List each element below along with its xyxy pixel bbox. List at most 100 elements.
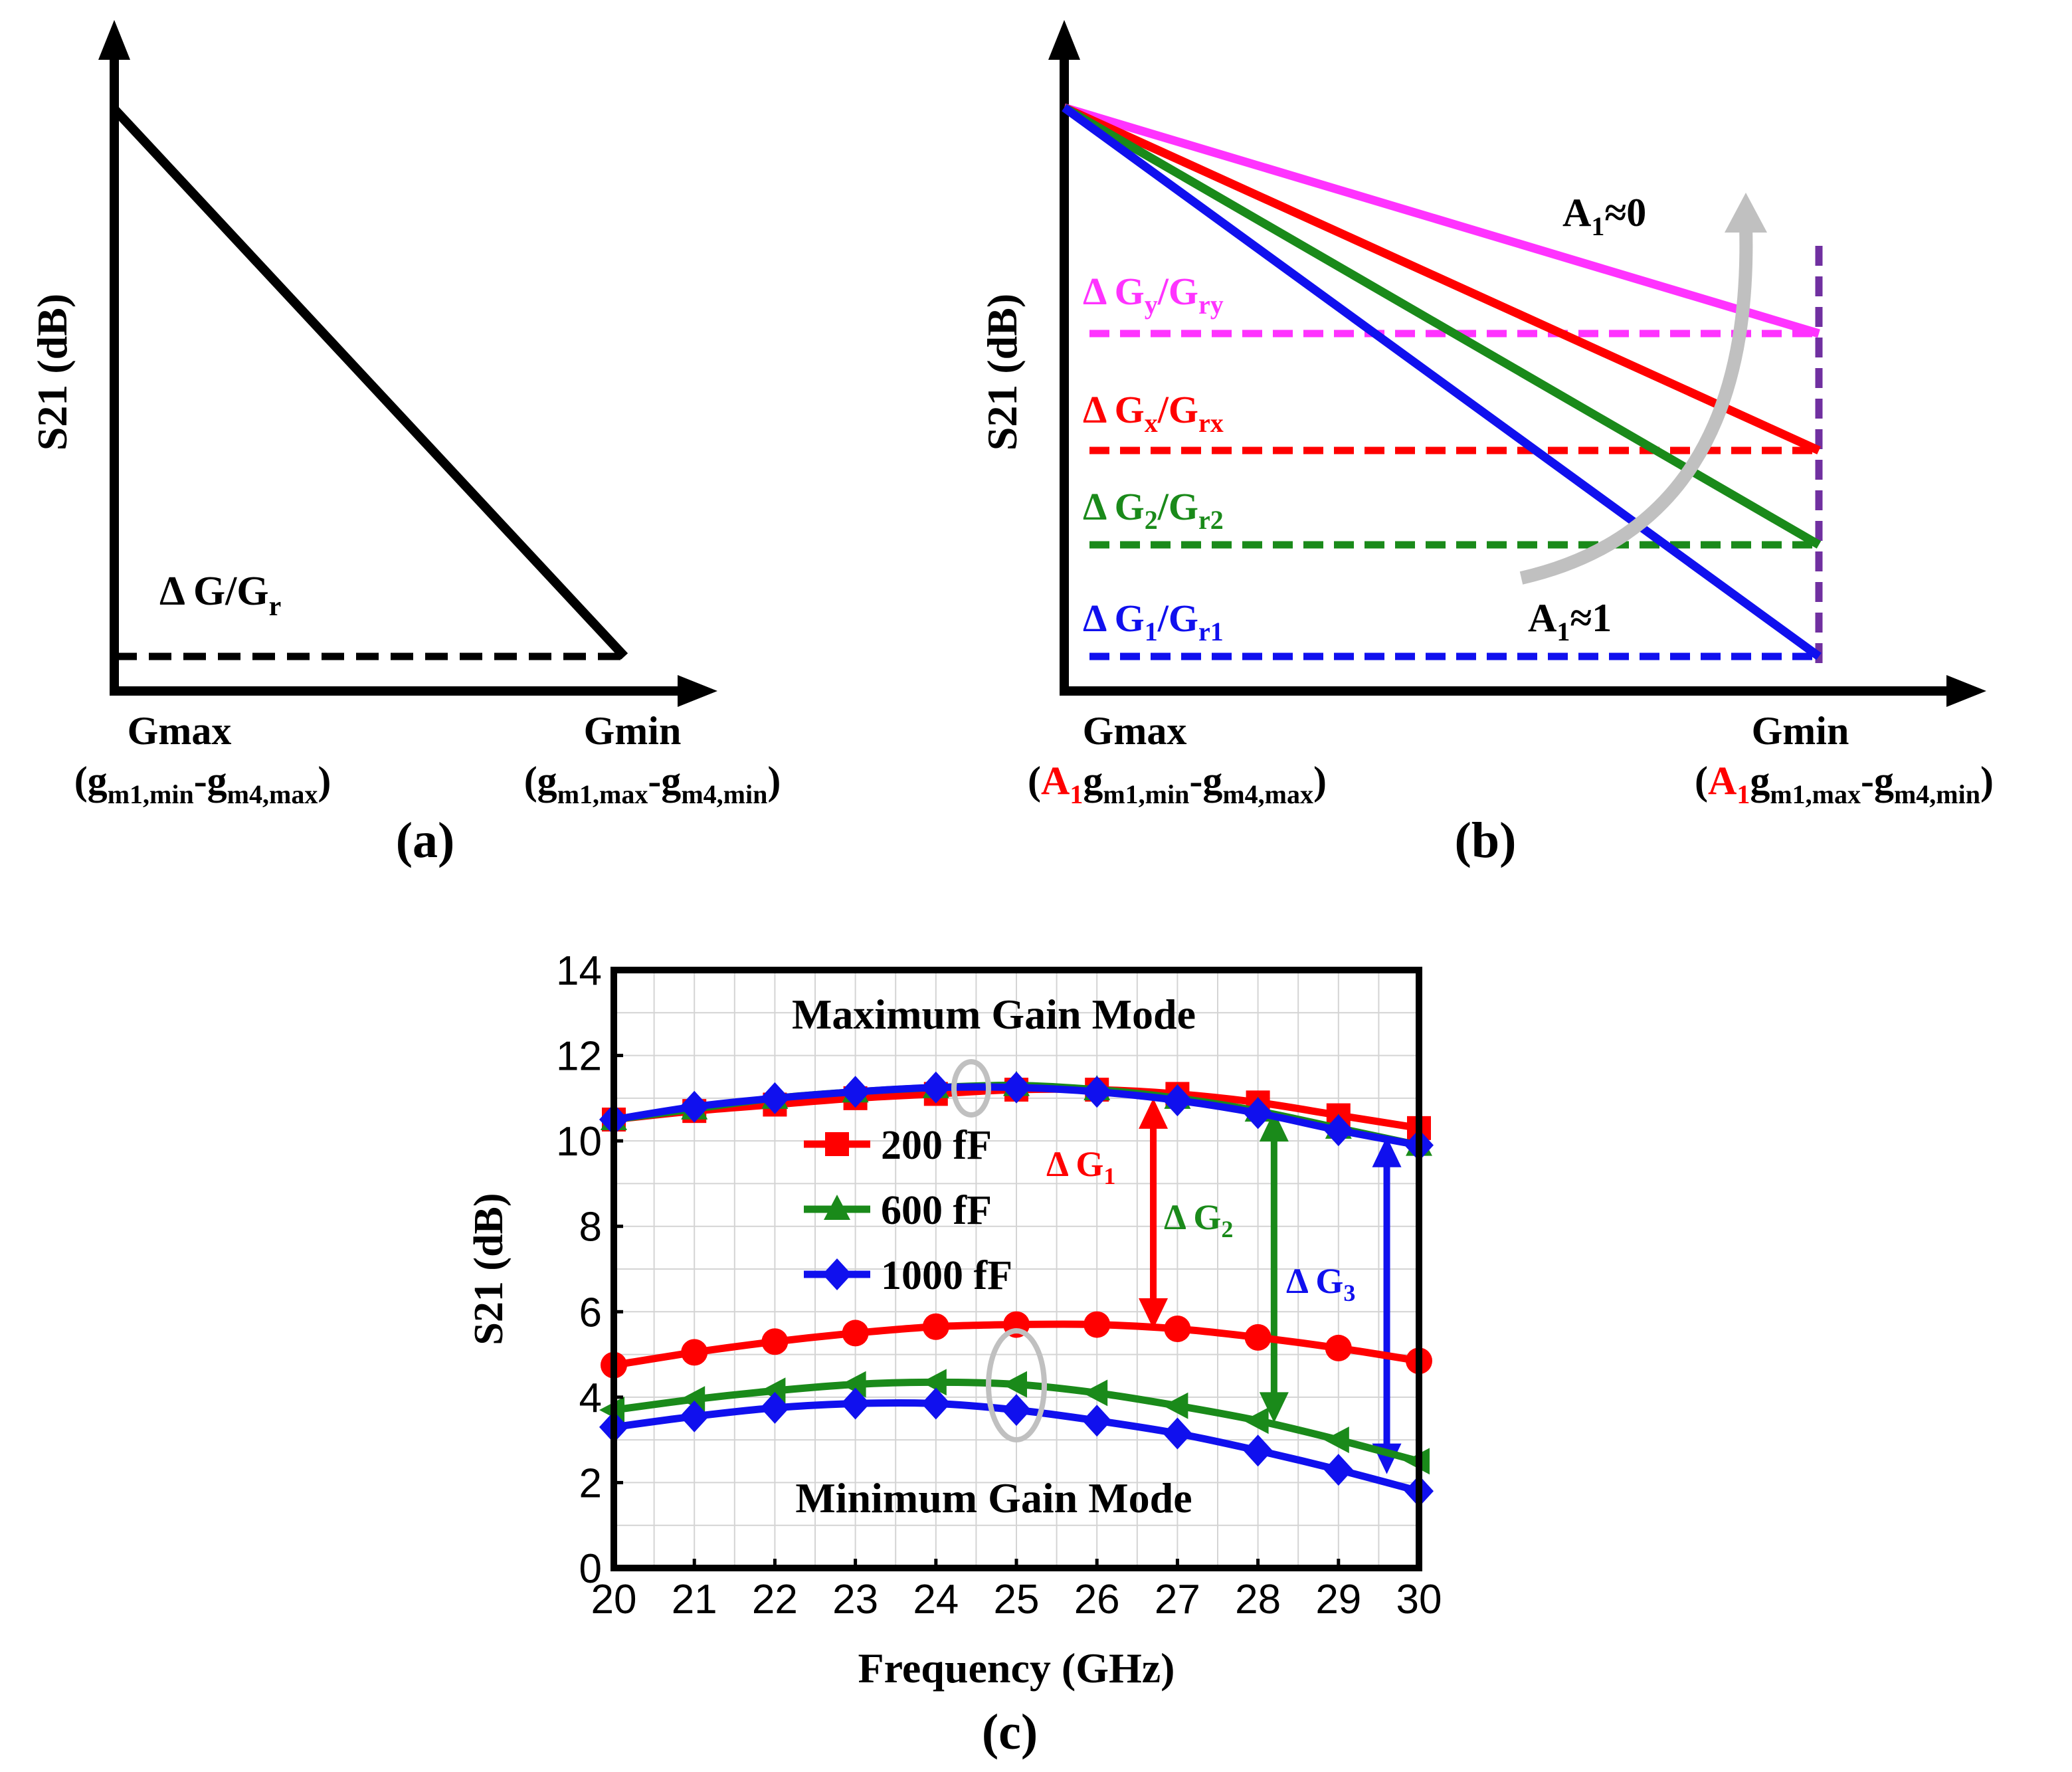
delta-g1-label: Δ G1 — [1046, 1144, 1115, 1189]
y-tick-label: 6 — [579, 1290, 602, 1335]
y-tick-label: 0 — [579, 1546, 602, 1592]
max-gain-mode-label: Maximum Gain Mode — [792, 991, 1196, 1038]
data-point — [760, 1391, 790, 1424]
min-gain-mode-label: Minimum Gain Mode — [795, 1474, 1192, 1522]
panel-a-ylabel: S21 (dB) — [29, 294, 76, 451]
data-point — [1002, 1394, 1031, 1427]
x-tick-label: 20 — [591, 1577, 637, 1623]
legend-marker — [825, 1132, 849, 1156]
delta-g2-label: Δ G2 — [1164, 1197, 1233, 1242]
panel-a-label: (a) — [396, 813, 455, 868]
panel-c-label: (c) — [982, 1704, 1038, 1760]
legend-label: 600 fF — [881, 1188, 992, 1233]
data-point — [921, 1387, 951, 1420]
data-point — [761, 1328, 789, 1355]
data-point — [760, 1082, 790, 1114]
y-tick-label: 14 — [556, 948, 602, 994]
chart-ylabel: S21 (dB) — [466, 1193, 512, 1345]
panel-b-delta-2: Δ G2/Gr2 — [1083, 485, 1224, 535]
x-tick-label: 22 — [752, 1577, 798, 1623]
panel-a-gmin: Gmin — [584, 709, 682, 753]
panel-b-line-1 — [1062, 104, 1822, 660]
panel-a-gmax-expr: (gm1,min-gm4,max) — [74, 759, 331, 809]
panel-a-x-arrowhead — [678, 675, 717, 707]
legend-item: 200 fF — [804, 1123, 992, 1168]
data-point — [1083, 1311, 1111, 1338]
x-tick-label: 25 — [994, 1577, 1040, 1623]
data-point — [840, 1387, 870, 1420]
y-tick-label: 4 — [579, 1375, 602, 1421]
data-point — [921, 1071, 951, 1104]
data-point — [1163, 1392, 1188, 1419]
panel-b-line-2 — [1062, 104, 1822, 549]
data-point — [1243, 1407, 1269, 1434]
series-min-1000-fF — [599, 1387, 1434, 1508]
data-point — [1082, 1379, 1108, 1407]
data-point — [1323, 1427, 1349, 1454]
max-mode-highlight-ellipse — [951, 1059, 991, 1118]
legend-label: 1000 fF — [881, 1253, 1012, 1298]
x-tick-label: 26 — [1074, 1577, 1120, 1623]
x-tick-label: 24 — [913, 1577, 959, 1623]
data-point — [1082, 1076, 1112, 1108]
data-point — [1243, 1097, 1273, 1130]
panel-a: S21 (dB) Δ G/Gr Gmax Gmin (gm1,min-gm4,m… — [29, 20, 781, 868]
data-point — [1325, 1334, 1352, 1361]
delta-g1-arrow — [1139, 1098, 1169, 1329]
panel-b-delta-y: Δ Gy/Gry — [1083, 270, 1224, 320]
chart-legend: 200 fF 600 fF 1000 fF — [804, 1123, 1012, 1298]
panel-a-gain-line — [110, 106, 628, 660]
y-tick-label: 8 — [579, 1205, 602, 1250]
panel-b-gmin-expr: (A1gm1,max-gm4,min) — [1695, 759, 1994, 809]
delta-g2-arrow — [1259, 1111, 1289, 1423]
data-point — [1082, 1405, 1112, 1437]
series-min-200-fF — [601, 1311, 1432, 1379]
panel-b-delta-1: Δ G1/Gr1 — [1083, 597, 1224, 646]
panel-b-line-y — [1063, 103, 1820, 338]
data-point — [1243, 1434, 1273, 1467]
legend-item: 1000 fF — [804, 1253, 1012, 1298]
panel-b-line-x — [1062, 104, 1821, 454]
panel-b-a1-zero: A1≈0 — [1562, 191, 1646, 241]
delta-arrows — [1139, 1098, 1402, 1474]
data-point — [842, 1320, 869, 1347]
x-tick-label: 21 — [672, 1577, 717, 1623]
delta-g3-label: Δ G3 — [1286, 1261, 1355, 1306]
data-point — [1244, 1324, 1271, 1351]
series-max-1000-fF — [599, 1071, 1434, 1161]
legend-label: 200 fF — [881, 1123, 992, 1168]
panel-b-gmax: Gmax — [1083, 709, 1187, 753]
legend-marker — [822, 1258, 852, 1290]
data-point — [1323, 1114, 1353, 1147]
data-point — [1163, 1084, 1192, 1117]
panel-b-a1-one: A1≈1 — [1528, 596, 1612, 646]
panel-b-delta-x: Δ Gx/Grx — [1083, 388, 1224, 438]
y-tick-label: 2 — [579, 1460, 602, 1506]
x-tick-label: 27 — [1155, 1577, 1200, 1623]
panel-b-x-arrowhead — [1946, 675, 1986, 707]
data-point — [840, 1371, 866, 1398]
panel-a-delta-label: Δ G/Gr — [159, 569, 281, 622]
data-point — [921, 1369, 947, 1396]
data-point — [922, 1313, 949, 1340]
delta-g2-arrow-head-top — [1259, 1111, 1289, 1142]
legend-item: 600 fF — [804, 1188, 992, 1233]
delta-g3-arrow-head-top — [1372, 1136, 1402, 1167]
data-point — [1164, 1316, 1191, 1342]
y-tick-label: 10 — [556, 1119, 602, 1165]
data-point — [680, 1090, 709, 1123]
delta-g3-arrow — [1372, 1136, 1402, 1474]
panel-a-y-arrowhead — [98, 20, 130, 60]
min-mode-highlight-ellipse — [986, 1328, 1047, 1442]
x-tick-label: 29 — [1315, 1577, 1361, 1623]
panel-b-label: (b) — [1455, 813, 1517, 868]
panel-b: S21 (dB) Δ Gy/Gry Δ Gx/Grx Δ G2/Gr2 Δ G1… — [979, 20, 1994, 868]
panel-b-curved-arrowhead — [1725, 193, 1767, 233]
x-tick-label: 30 — [1396, 1577, 1442, 1623]
chart-xlabel: Frequency (GHz) — [858, 1644, 1175, 1692]
highlight-ellipses — [951, 1059, 1047, 1442]
panel-a-gmin-expr: (gm1,max-gm4,min) — [524, 759, 781, 809]
data-point — [1323, 1454, 1353, 1486]
data-point — [1163, 1417, 1192, 1450]
